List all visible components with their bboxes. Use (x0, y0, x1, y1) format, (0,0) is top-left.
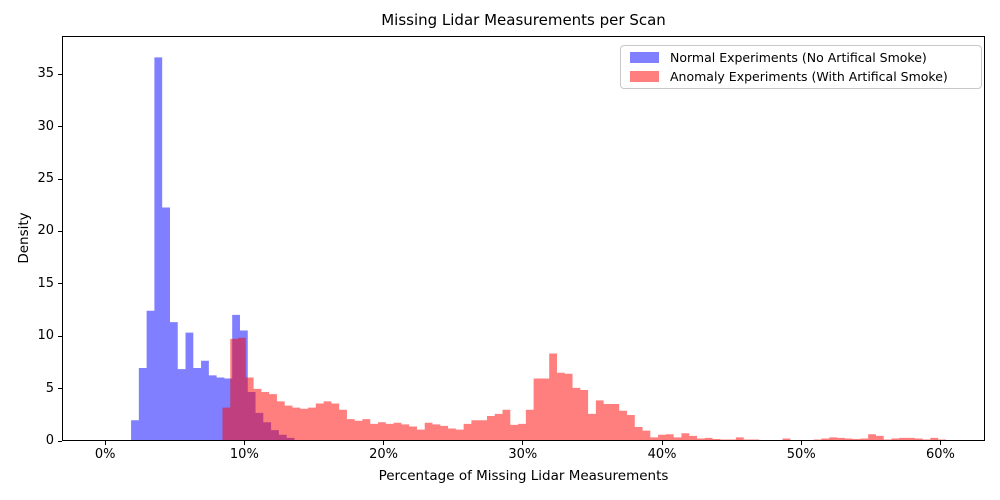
x-tick-mark (383, 441, 385, 445)
x-tick-label: 10% (229, 447, 259, 462)
x-tick-mark (800, 441, 802, 445)
y-tick-label: 5 (45, 380, 54, 396)
x-axis-label: Percentage of Missing Lidar Measurements (378, 468, 669, 484)
y-tick-mark (58, 73, 62, 75)
x-tick-label: 0% (94, 447, 116, 462)
x-tick-mark (522, 441, 524, 445)
y-tick-mark (58, 440, 62, 442)
x-tick-label: 60% (925, 447, 955, 462)
legend: Normal Experiments (No Artifical Smoke) … (620, 45, 982, 89)
y-tick-mark (58, 388, 62, 390)
anomaly-series-path (222, 337, 946, 440)
x-tick-label: 20% (369, 447, 399, 462)
x-tick-mark (243, 441, 245, 445)
legend-label-anomaly: Anomaly Experiments (With Artifical Smok… (670, 69, 948, 85)
x-tick-mark (104, 441, 106, 445)
normal-series-swatch (630, 51, 659, 63)
y-tick-label: 30 (37, 118, 54, 134)
legend-label-normal: Normal Experiments (No Artifical Smoke) (670, 49, 927, 65)
x-tick-label: 40% (647, 447, 677, 462)
x-tick-mark (661, 441, 663, 445)
anomaly-series-swatch (630, 71, 659, 83)
y-tick-label: 15 (37, 275, 54, 291)
y-tick-mark (58, 230, 62, 232)
y-tick-label: 0 (45, 433, 54, 448)
normal-series-path (131, 57, 295, 440)
y-tick-label: 25 (37, 171, 54, 187)
y-tick-mark (58, 283, 62, 285)
y-tick-mark (58, 126, 62, 128)
chart-title: Missing Lidar Measurements per Scan (381, 11, 666, 29)
y-axis-label: Density (16, 212, 32, 264)
histogram-canvas (131, 57, 946, 440)
y-tick-label: 35 (37, 66, 54, 82)
y-tick-label: 10 (37, 328, 54, 344)
legend-item-normal: Normal Experiments (No Artifical Smoke) (630, 49, 972, 66)
legend-item-anomaly: Anomaly Experiments (With Artifical Smok… (630, 69, 972, 86)
y-tick-label: 20 (37, 223, 54, 239)
plot-area (62, 36, 985, 441)
y-tick-mark (58, 178, 62, 180)
x-tick-label: 30% (508, 447, 538, 462)
x-tick-mark (939, 441, 941, 445)
x-tick-label: 50% (786, 447, 816, 462)
y-tick-mark (58, 335, 62, 337)
